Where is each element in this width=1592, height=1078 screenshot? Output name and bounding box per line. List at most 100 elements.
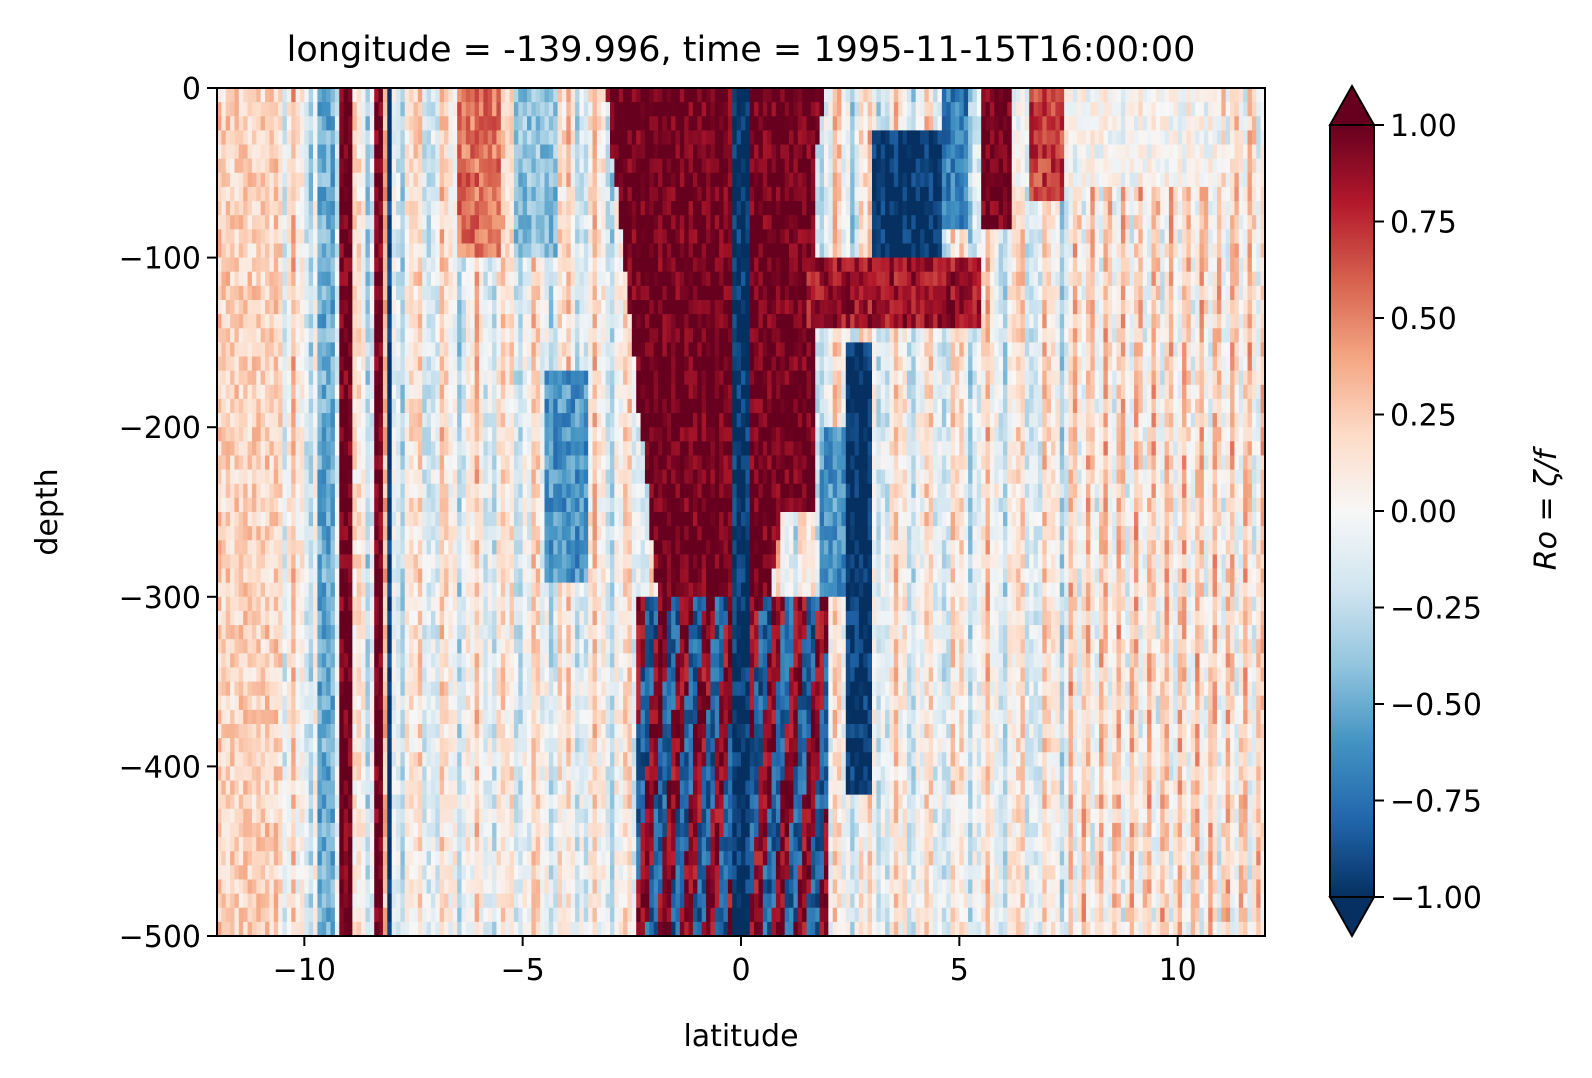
heatmap-cell: [644, 370, 650, 386]
heatmap-cell: [636, 342, 642, 358]
heatmap-cell: [575, 215, 581, 230]
heatmap-cell: [531, 328, 537, 343]
heatmap-cell: [845, 271, 851, 287]
heatmap-cell: [745, 88, 751, 103]
heatmap-cell: [732, 186, 738, 202]
heatmap-cell: [400, 243, 406, 259]
heatmap-cell: [382, 130, 388, 146]
heatmap-cell: [535, 229, 541, 245]
heatmap-cell: [1072, 229, 1078, 245]
heatmap-cell: [596, 186, 602, 202]
heatmap-cell: [706, 88, 712, 103]
heatmap-cell: [356, 285, 362, 301]
heatmap-cell: [1112, 314, 1118, 329]
heatmap-cell: [1055, 144, 1061, 160]
heatmap-cell: [985, 144, 991, 160]
heatmap-cell: [444, 300, 450, 315]
heatmap-cell: [361, 243, 367, 259]
heatmap-cell: [304, 201, 310, 216]
heatmap-cell: [1247, 285, 1253, 301]
heatmap-cell: [701, 102, 707, 117]
heatmap-cell: [732, 229, 738, 245]
heatmap-cell: [954, 102, 960, 117]
heatmap-cell: [470, 116, 476, 131]
heatmap-cell: [570, 243, 576, 259]
heatmap-cell: [754, 130, 760, 146]
heatmap-cell: [247, 342, 253, 358]
heatmap-cell: [845, 130, 851, 146]
heatmap-cell: [920, 314, 925, 329]
heatmap-cell: [771, 88, 777, 103]
heatmap-cell: [1260, 116, 1265, 131]
heatmap-cell: [793, 172, 799, 188]
heatmap-cell: [238, 130, 244, 146]
heatmap-cell: [972, 215, 978, 230]
heatmap-cell: [1164, 201, 1170, 216]
heatmap-cell: [784, 158, 790, 174]
heatmap-cell: [260, 257, 266, 273]
heatmap-cell: [444, 88, 450, 103]
heatmap-cell: [444, 201, 450, 216]
heatmap-cell: [920, 130, 925, 146]
heatmap-cell: [893, 130, 899, 146]
heatmap-cell: [762, 285, 768, 301]
heatmap-cell: [1195, 172, 1201, 188]
heatmap-cell: [474, 130, 480, 146]
heatmap-cell: [605, 243, 611, 259]
heatmap-cell: [404, 130, 410, 146]
heatmap-cell: [710, 201, 716, 216]
heatmap-cell: [513, 130, 519, 146]
heatmap-cell: [631, 116, 637, 131]
heatmap-cell: [461, 201, 467, 216]
heatmap-cell: [854, 158, 860, 174]
heatmap-cell: [544, 116, 550, 131]
heatmap-cell: [461, 300, 467, 315]
heatmap-cell: [775, 102, 781, 117]
heatmap-cell: [806, 144, 812, 160]
heatmap-cell: [1142, 257, 1148, 273]
heatmap-cell: [339, 243, 345, 259]
heatmap-cell: [291, 88, 297, 103]
heatmap-cell: [815, 158, 821, 174]
heatmap-cell: [1020, 285, 1026, 301]
heatmap-cell: [575, 201, 581, 216]
heatmap-cell: [509, 257, 515, 273]
heatmap-cell: [1212, 300, 1218, 315]
heatmap-cell: [933, 130, 939, 146]
heatmap-cell: [1177, 215, 1183, 230]
heatmap-cell: [465, 370, 471, 386]
heatmap-cell: [225, 102, 231, 117]
heatmap-cell: [1129, 102, 1135, 117]
heatmap-cell: [1216, 130, 1222, 146]
heatmap-cell: [885, 271, 891, 287]
heatmap-cell: [426, 243, 432, 259]
heatmap-cell: [496, 201, 502, 216]
heatmap-cell: [644, 88, 650, 103]
heatmap-cell: [548, 144, 554, 160]
heatmap-cell: [330, 271, 336, 287]
heatmap-cell: [273, 172, 279, 188]
heatmap-cell: [714, 271, 720, 287]
heatmap-cell: [588, 102, 594, 117]
heatmap-cell: [823, 201, 829, 216]
heatmap-cell: [767, 88, 773, 103]
heatmap-cell: [928, 257, 934, 273]
heatmap-cell: [1260, 144, 1265, 160]
heatmap-cell: [610, 356, 615, 372]
heatmap-cell: [479, 144, 484, 160]
heatmap-cell: [1064, 102, 1070, 117]
heatmap-cell: [234, 144, 240, 160]
heatmap-cell: [1151, 116, 1157, 131]
heatmap-cell: [1177, 229, 1183, 245]
heatmap-cell: [933, 257, 939, 273]
heatmap-cell: [382, 172, 388, 188]
heatmap-cell: [854, 186, 860, 202]
heatmap-cell: [243, 342, 249, 358]
heatmap-cell: [876, 257, 882, 273]
heatmap-cell: [557, 370, 563, 386]
heatmap-cell: [422, 158, 428, 174]
heatmap-cell: [479, 370, 484, 386]
heatmap-cell: [1138, 271, 1144, 287]
heatmap-cell: [217, 144, 222, 160]
heatmap-cell: [330, 285, 336, 301]
